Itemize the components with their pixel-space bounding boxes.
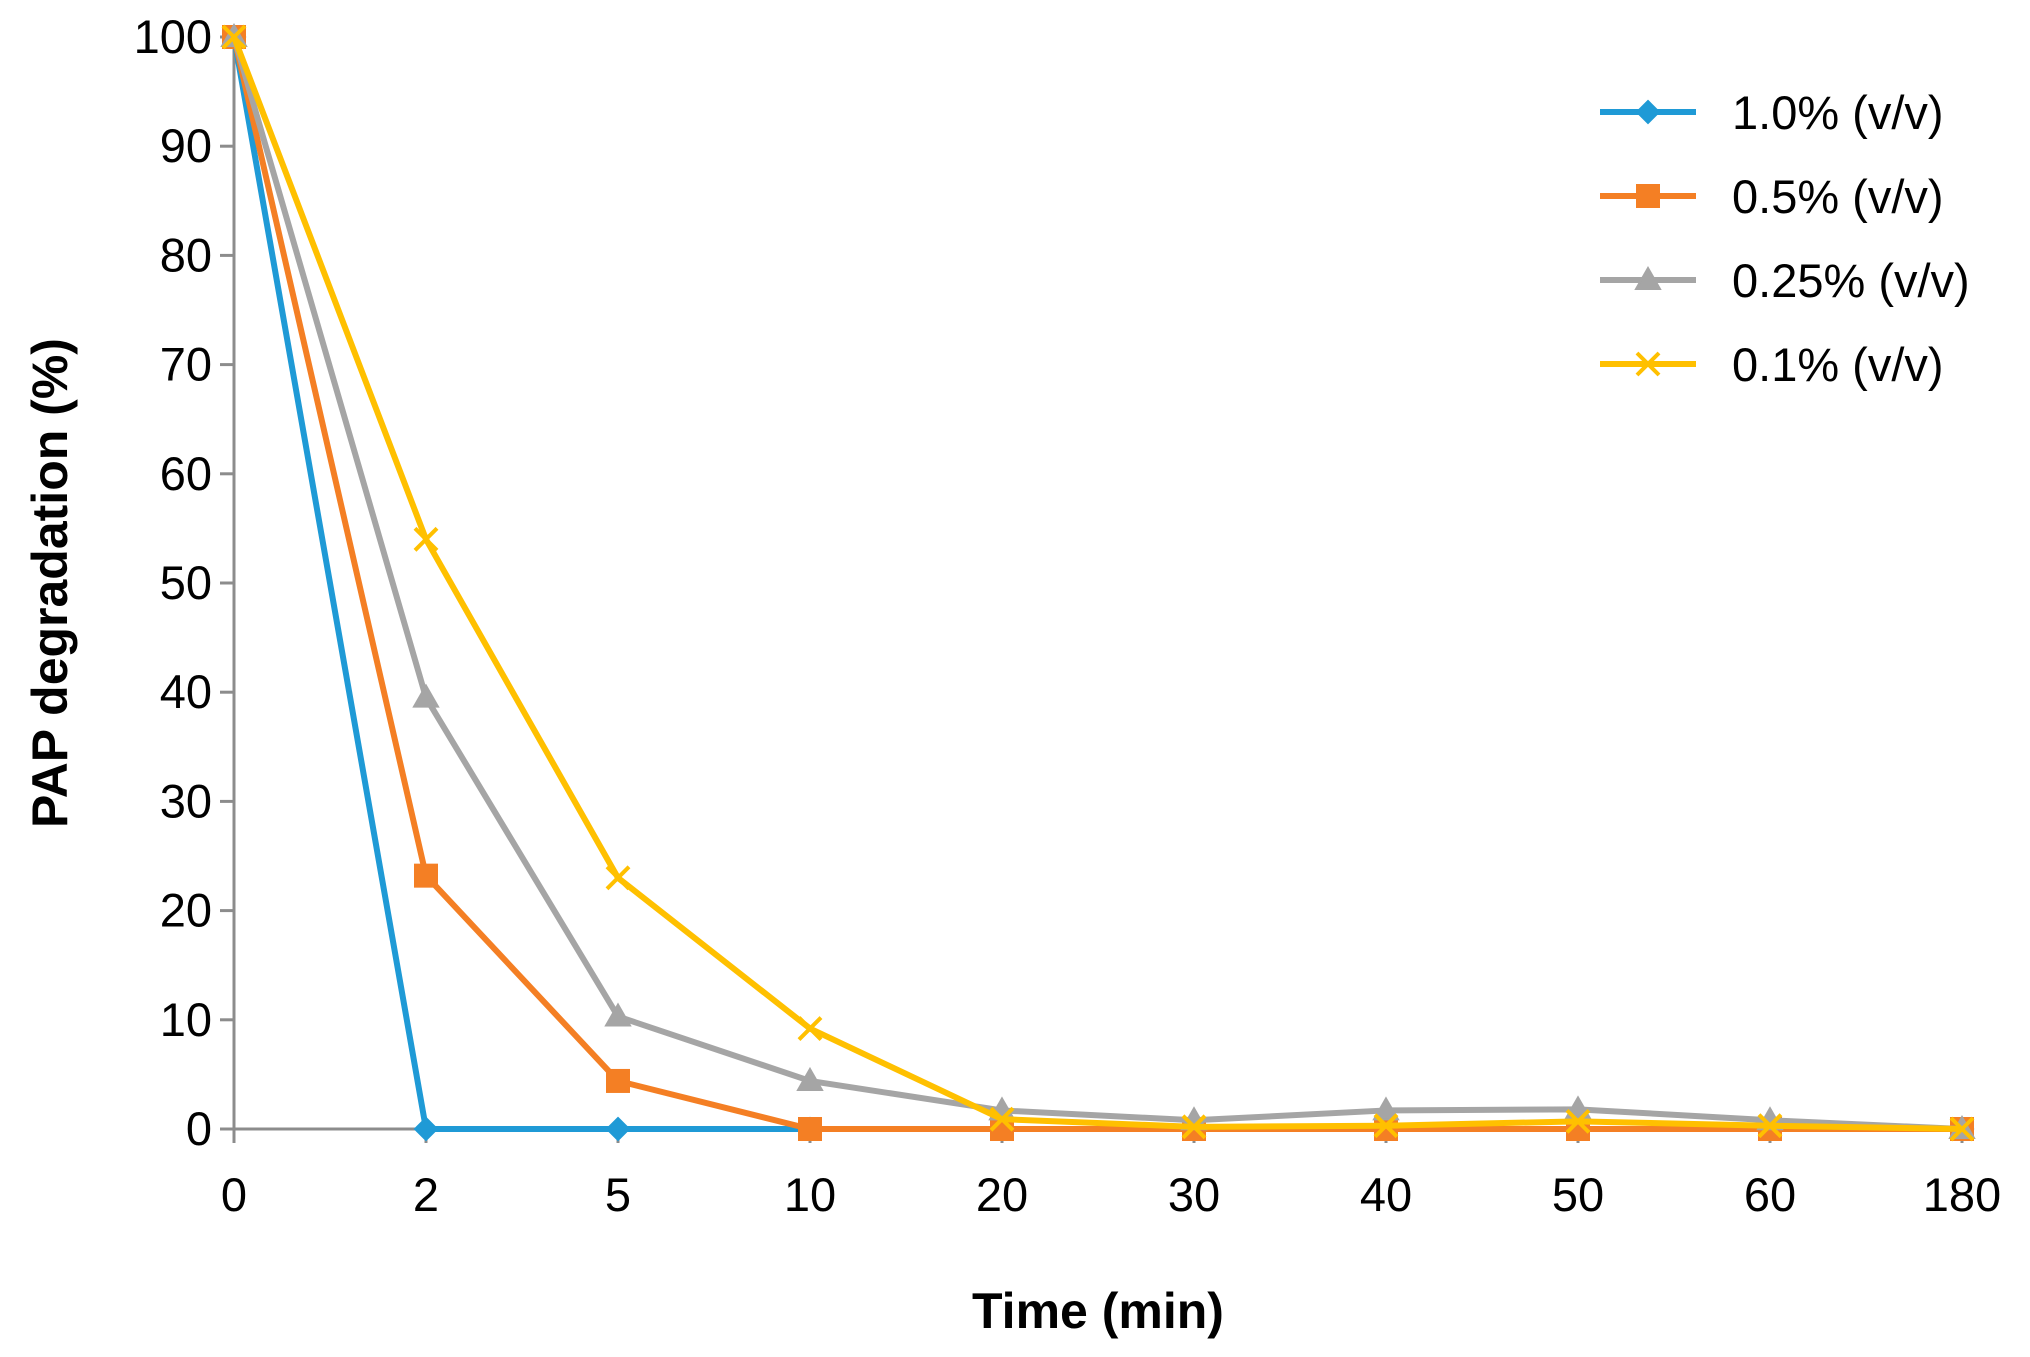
x-tick-label: 40 [1360, 1168, 1412, 1221]
legend-label: 0.5% (v/v) [1732, 170, 1944, 223]
y-tick-label: 20 [160, 884, 212, 937]
data-point [797, 1016, 823, 1041]
x-tick-label: 20 [976, 1168, 1028, 1221]
series-3 [220, 22, 1976, 1139]
x-tick-label: 50 [1552, 1168, 1604, 1221]
y-tick-label: 90 [160, 119, 212, 172]
y-tick-label: 60 [160, 447, 212, 500]
x-tick-label: 2 [413, 1168, 439, 1221]
y-axis-title: PAP degradation (%) [22, 338, 78, 828]
data-point [1949, 1116, 1975, 1142]
y-tick-label: 0 [186, 1102, 212, 1155]
legend-marker [1634, 265, 1662, 290]
legend-label: 0.1% (v/v) [1732, 338, 1944, 391]
data-point [605, 1116, 631, 1142]
x-tick-label: 60 [1744, 1168, 1796, 1221]
data-point [798, 1117, 822, 1141]
legend-label: 1.0% (v/v) [1732, 86, 1944, 139]
y-tick-label: 10 [160, 993, 212, 1046]
data-point [413, 1116, 439, 1142]
data-point [414, 863, 438, 888]
data-point [413, 526, 439, 552]
series-2 [222, 25, 1974, 1141]
y-tick-label: 40 [160, 665, 212, 718]
series-line [231, 36, 1962, 1132]
legend-item: 0.1% (v/v) [1600, 338, 1944, 391]
series-layer [220, 22, 1976, 1142]
x-tick-label: 5 [605, 1168, 631, 1221]
x-tick-label: 0 [221, 1168, 247, 1221]
legend-label: 0.25% (v/v) [1732, 254, 1970, 307]
x-axis-title: Time (min) [972, 1283, 1224, 1339]
series-4 [221, 24, 1975, 1142]
data-point [1373, 1113, 1399, 1139]
data-point [796, 1066, 824, 1091]
data-point [221, 24, 247, 50]
data-point [989, 1106, 1015, 1132]
data-point [1372, 1096, 1400, 1121]
data-point [604, 1002, 632, 1027]
y-tick-label: 30 [160, 774, 212, 827]
y-tick-label: 50 [160, 556, 212, 609]
legend-item: 0.5% (v/v) [1600, 170, 1944, 223]
y-tick-label: 100 [134, 10, 212, 63]
data-point [606, 1068, 630, 1093]
x-tick-label: 10 [784, 1168, 836, 1221]
y-tick-label: 80 [160, 228, 212, 281]
y-tick-label: 70 [160, 338, 212, 391]
data-point [1374, 1117, 1398, 1141]
series-line [231, 36, 1963, 1132]
series-1 [221, 24, 1975, 1142]
data-point [605, 865, 631, 891]
data-point [1565, 1108, 1591, 1134]
series-line [231, 35, 1963, 1132]
legend-item: 1.0% (v/v) [1600, 86, 1944, 139]
legend-marker [1636, 184, 1660, 208]
legend: 1.0% (v/v) 0.5% (v/v) 0.25% (v/v) 0.1% (v/v… [1600, 86, 1970, 391]
data-point [1181, 1114, 1207, 1140]
legend-marker [1635, 351, 1661, 377]
series-line [231, 36, 1962, 1132]
x-tick-label: 30 [1168, 1168, 1220, 1221]
x-tick-label: 180 [1923, 1168, 2001, 1221]
axes: 0 10 20 30 40 50 60 70 80 90 100 0 2 5 10 20 30 40 50 60 180 [134, 10, 2002, 1221]
data-point [1757, 1113, 1783, 1139]
legend-marker [1635, 99, 1661, 125]
legend-item: 0.25% (v/v) [1600, 254, 1970, 307]
data-point [412, 683, 440, 708]
